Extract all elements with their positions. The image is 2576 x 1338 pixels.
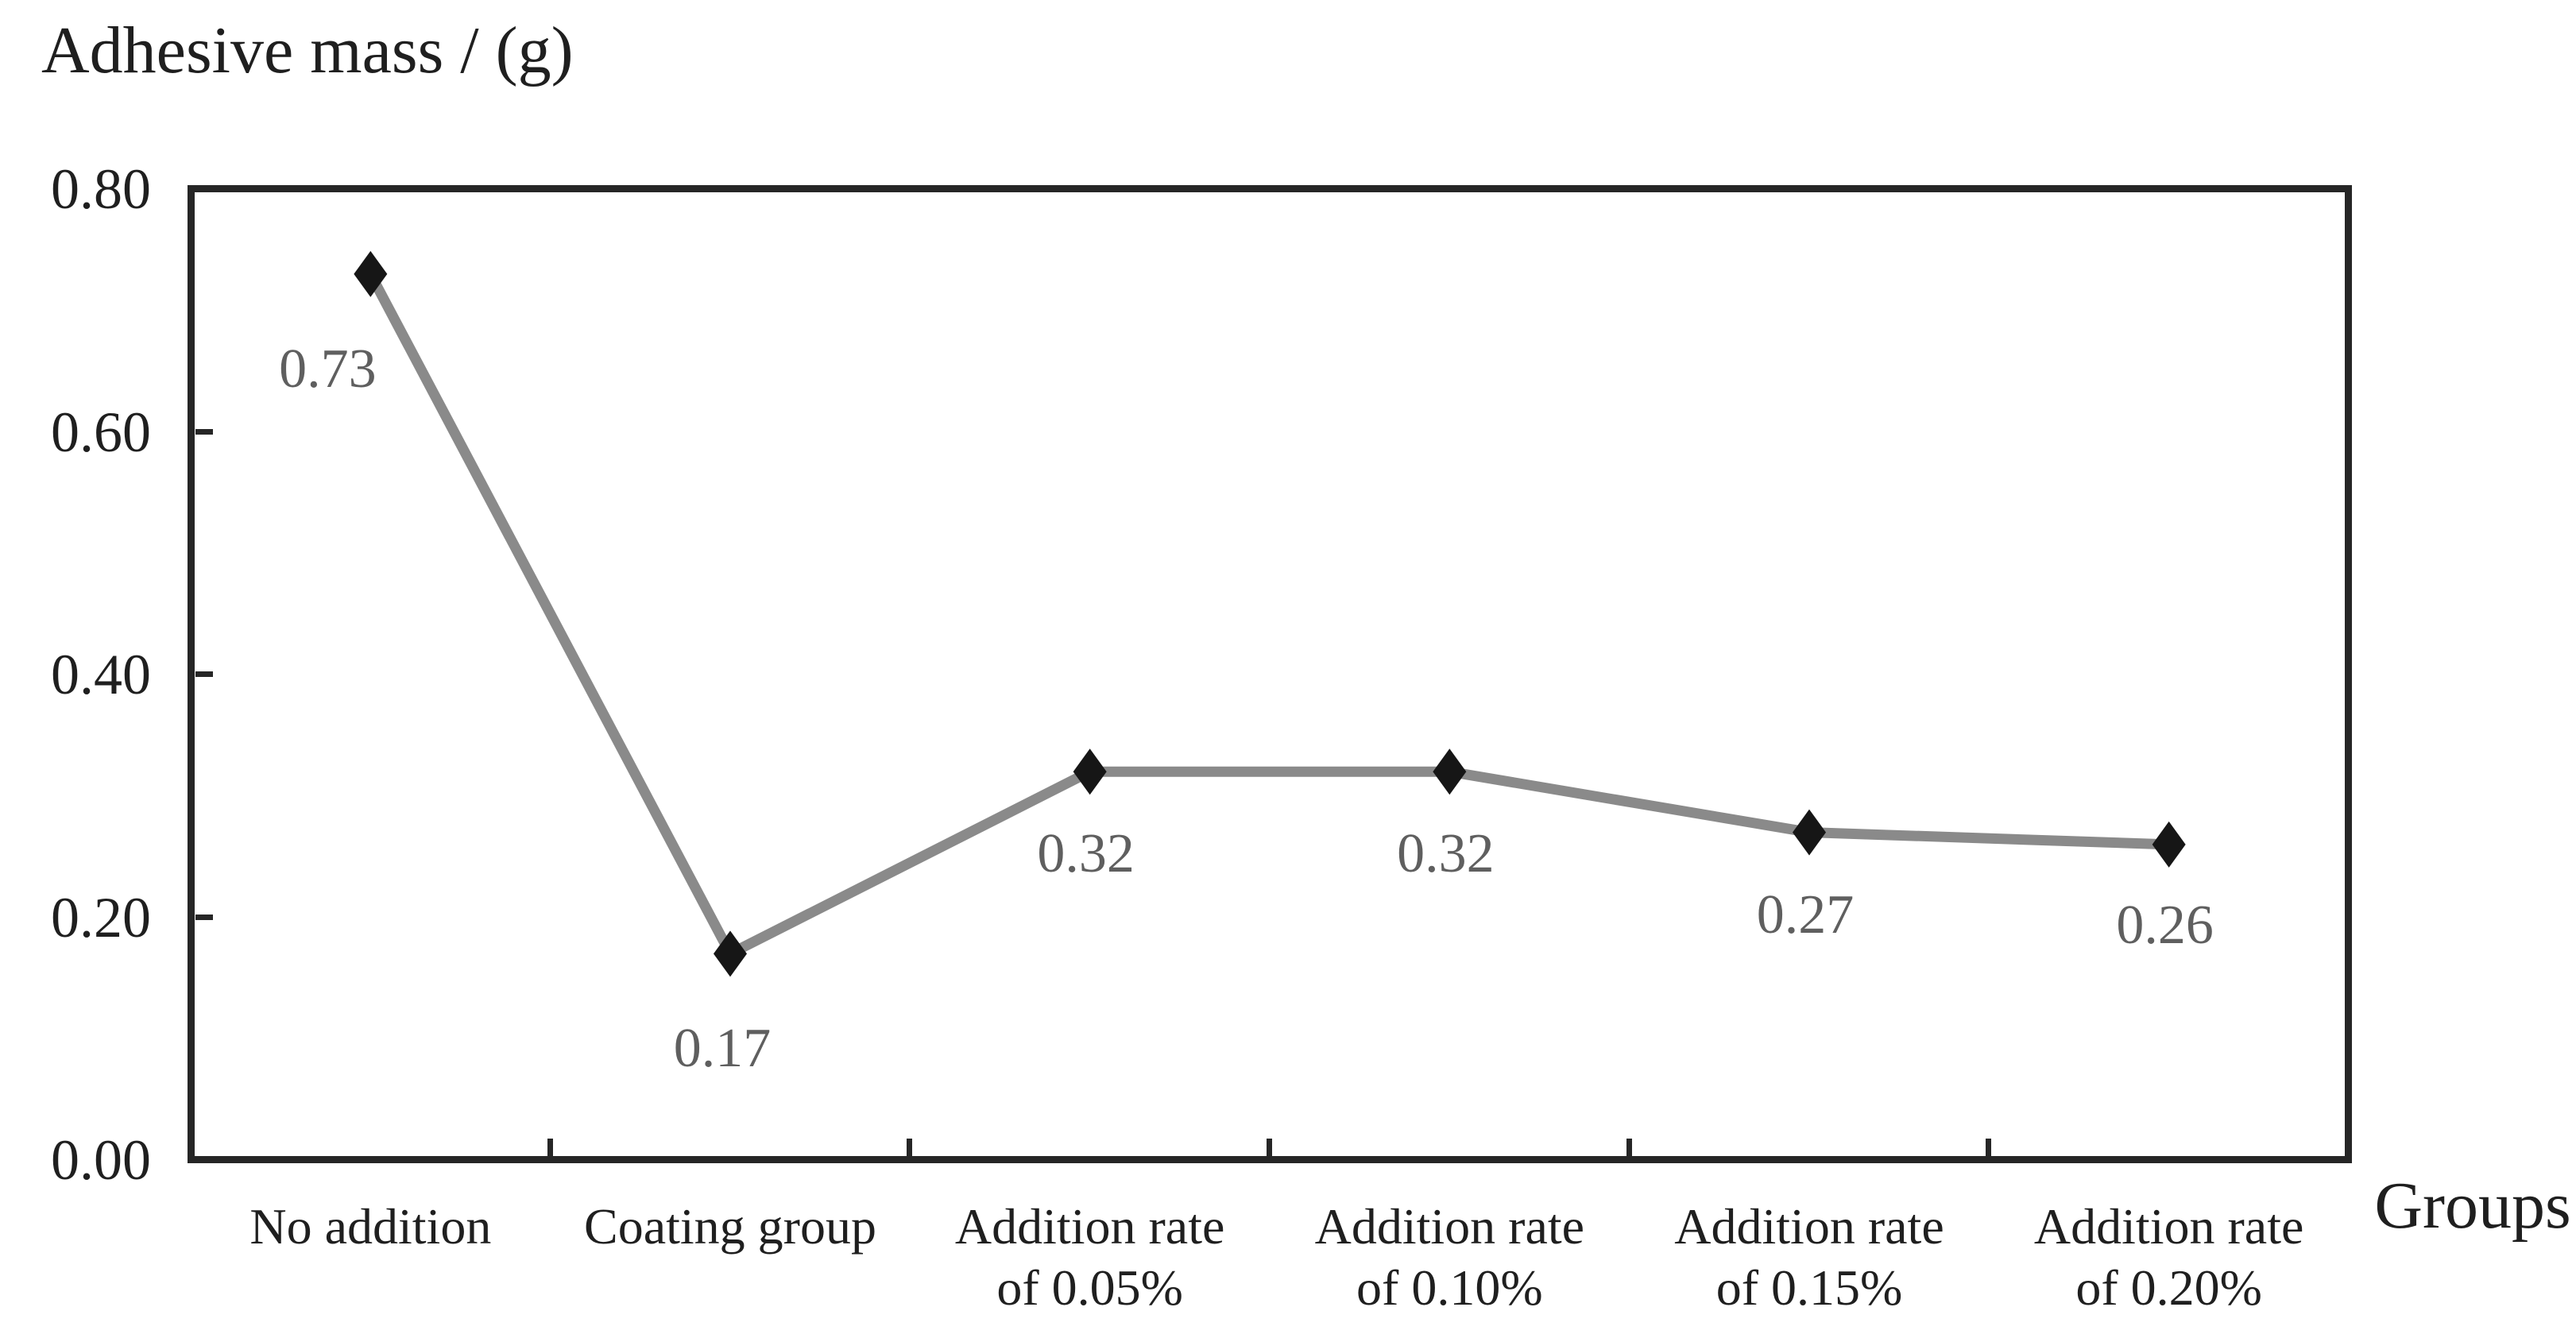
y-tick-label: 0.20 xyxy=(51,885,151,949)
data-label: 0.73 xyxy=(279,338,377,400)
y-tick-mark xyxy=(195,428,213,435)
data-label: 0.26 xyxy=(2116,894,2214,956)
data-label: 0.17 xyxy=(673,1018,772,1080)
x-category-label: Coating group xyxy=(584,1198,876,1255)
y-tick-mark xyxy=(195,671,213,677)
plot-area xyxy=(188,185,2352,1163)
y-tick-mark xyxy=(195,914,213,920)
x-tick-mark xyxy=(1626,1139,1632,1156)
y-tick-label: 0.60 xyxy=(51,400,151,464)
x-tick-mark xyxy=(547,1139,553,1156)
data-label: 0.32 xyxy=(1397,823,1495,885)
x-category-label: Addition rate of 0.05% xyxy=(954,1198,1225,1316)
data-label: 0.32 xyxy=(1037,823,1135,885)
y-axis-title: Adhesive mass / (g) xyxy=(41,14,574,87)
x-tick-mark xyxy=(907,1139,913,1156)
y-tick-label: 0.80 xyxy=(51,157,151,221)
x-category-label: Addition rate of 0.20% xyxy=(2033,1198,2304,1316)
x-category-label: Addition rate of 0.15% xyxy=(1674,1198,1944,1316)
y-tick-label: 0.00 xyxy=(51,1128,151,1192)
x-category-label: Addition rate of 0.10% xyxy=(1314,1198,1585,1316)
x-tick-mark xyxy=(1986,1139,1992,1156)
x-tick-mark xyxy=(1267,1139,1272,1156)
data-label: 0.27 xyxy=(1756,884,1855,945)
y-tick-label: 0.40 xyxy=(51,643,151,706)
x-category-label: No addition xyxy=(249,1198,492,1255)
x-axis-title: Groups xyxy=(2374,1169,2571,1243)
